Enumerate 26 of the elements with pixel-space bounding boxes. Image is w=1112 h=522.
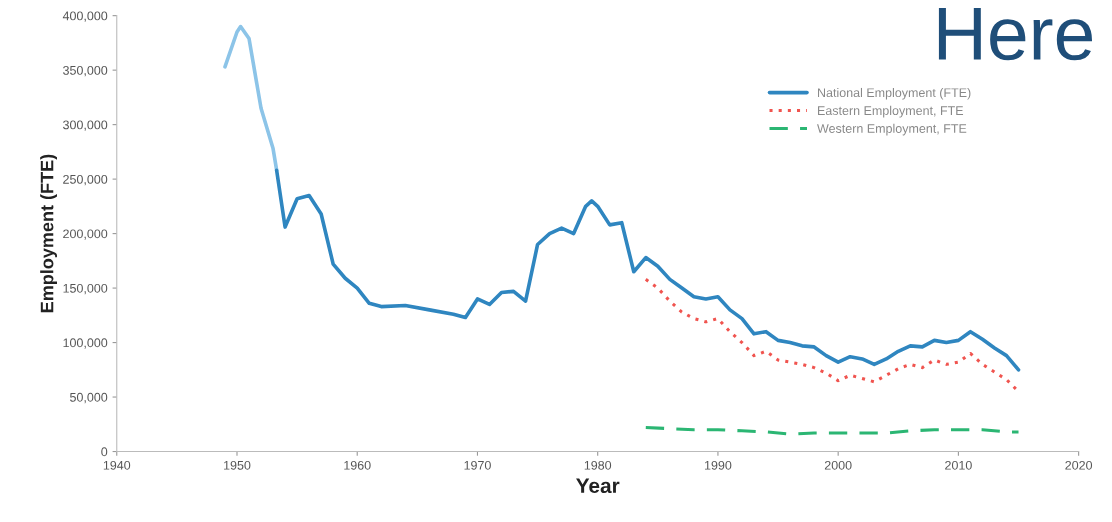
- y-tick-label: 250,000: [63, 174, 108, 186]
- x-tick-label: 1990: [704, 460, 732, 470]
- line-series: [274, 168, 1021, 372]
- x-tick-label: 2000: [824, 460, 852, 470]
- x-tick-label: 1980: [584, 460, 612, 470]
- y-tick-label: 300,000: [63, 120, 108, 131]
- y-tick-label: 100,000: [63, 338, 108, 349]
- line-series: [644, 426, 1021, 436]
- y-tick-label: 350,000: [63, 65, 108, 77]
- y-tick-label: 400,000: [62, 11, 108, 22]
- annotation: Here: [938, 7, 1092, 61]
- x-tick-label: 2010: [945, 460, 972, 470]
- legend-label: National Employment (FTE): [818, 87, 971, 100]
- x-tick-label: 1960: [344, 460, 371, 470]
- x-tick-label: 1970: [464, 460, 491, 470]
- y-tick-label: 150,000: [63, 283, 108, 295]
- legend-label: Eastern Employment, FTE: [818, 105, 964, 118]
- y-tick-label: 200,000: [63, 229, 108, 240]
- y-tick-label: 0: [101, 447, 108, 457]
- x-tick-label: 1950: [224, 460, 251, 470]
- x-tick-label: 1940: [103, 460, 131, 470]
- x-tick-label: 2020: [1065, 460, 1093, 470]
- legend-label: Western Employment, FTE: [817, 123, 967, 136]
- x-axis-title: Year: [576, 478, 620, 494]
- y-axis-title: Employment (FTE): [40, 154, 57, 313]
- y-tick-label: 50,000: [70, 392, 108, 404]
